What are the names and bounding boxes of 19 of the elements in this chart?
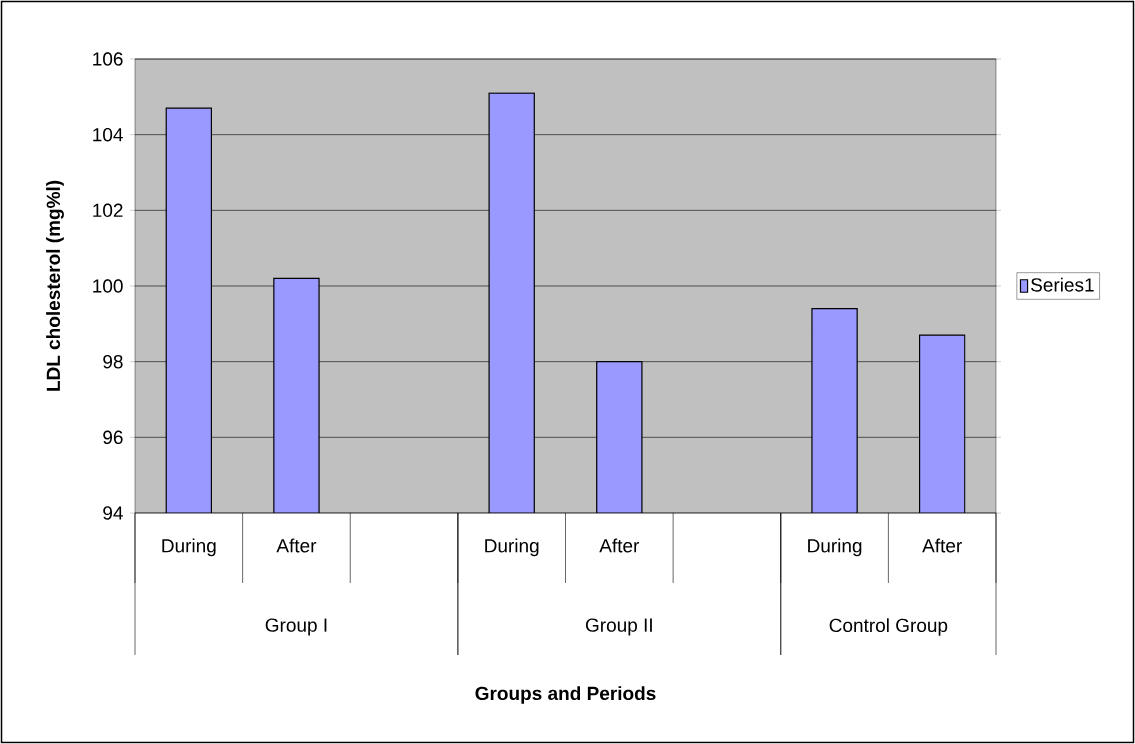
text: Group II: [585, 618, 652, 636]
y-tick-label: 100: [93, 279, 123, 293]
text: Group I: [265, 618, 327, 636]
x-tick-label: After: [276, 538, 317, 553]
x-tick-label: During: [808, 538, 862, 557]
text: Control Group: [829, 618, 948, 636]
legend-label: Series1: [1031, 277, 1094, 292]
text: Groups and Periods: [475, 686, 656, 704]
x-tick-label: During: [485, 538, 539, 557]
y-tick-label: 102: [93, 203, 123, 218]
y-tick-label: 94: [103, 506, 123, 520]
y-tick-label: 96: [103, 430, 123, 445]
y-tick-label: 104: [93, 127, 123, 142]
y-tick-label: 98: [103, 354, 123, 369]
y-axis-title: LDL cholesterol (mg%l): [46, 180, 64, 391]
x-tick-label: After: [599, 538, 640, 553]
x-tick-label: During: [162, 538, 216, 557]
x-tick-label: After: [922, 538, 962, 553]
y-tick-label: 106: [93, 52, 123, 66]
